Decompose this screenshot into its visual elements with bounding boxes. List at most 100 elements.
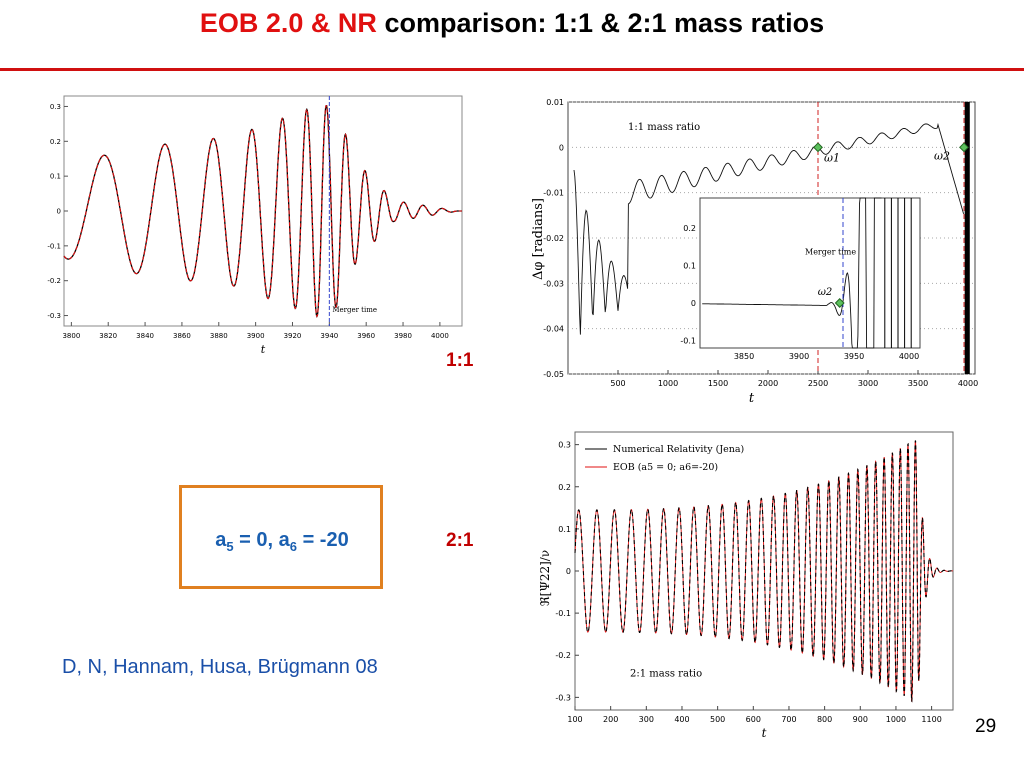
x-tick-label: 4000 [958,379,978,388]
x-axis-label: t [762,726,767,740]
x-tick-label: 3820 [99,332,117,340]
parameter-text: a5 = 0, a6 = -20 [215,529,349,554]
inset-frame [699,197,921,349]
y-tick-label: -0.02 [543,234,564,243]
legend-label-nr: Numerical Relativity (Jena) [613,444,744,455]
inset-x-tick-label: 3850 [734,352,754,361]
inset-curve [702,197,882,349]
y-tick-label: 0 [566,567,571,576]
inset-y-tick-label: -0.1 [680,337,696,346]
x-tick-label: 3920 [284,332,302,340]
x-tick-label: 1000 [658,379,678,388]
y-tick-label: 0 [57,208,61,216]
x-tick-label: 3000 [858,379,878,388]
x-tick-label: 3880 [210,332,228,340]
x-axis-label: t [261,343,266,356]
y-tick-label: 0.3 [50,103,61,111]
plot-frame [63,95,463,327]
omega2-marker [959,142,969,153]
y-tick-label: -0.3 [47,312,61,320]
x-tick-label: 500 [710,715,725,724]
inset-omega2-label: ω2 [818,287,833,298]
x-tick-label: 3860 [173,332,191,340]
title-rule [0,68,1024,71]
phase-11-svg: 0.01 0 -0.01 -0.02 -0.03 -0.04 -0.05 500 1000 150… [531,98,978,406]
x-tick-label: 3800 [62,332,80,340]
x-axis-label: t [749,391,755,406]
y-tick-label: -0.01 [543,189,564,198]
y-tick-label: 0.2 [558,483,571,492]
x-tick-label: 3960 [357,332,375,340]
inset-y-tick-label: 0 [691,299,696,308]
inset-x-tick-label: 3950 [844,352,864,361]
y-tick-label: 0.1 [558,525,571,534]
inset-x-tick-label: 3900 [789,352,809,361]
x-tick-label: 3940 [320,332,338,340]
series-nr-line [574,440,954,703]
x-tick-label: 800 [817,715,832,724]
x-tick-label: 2500 [808,379,828,388]
inset-omega2-marker [834,298,845,308]
x-tick-label: 3840 [136,332,154,340]
waveform-11-chart: 3800 3820 3840 3860 3880 3900 3920 3940 3960 3980… [38,94,468,356]
label-21: 2:1 [446,530,474,551]
x-tick-label: 1100 [921,715,941,724]
y-tick-label: -0.1 [47,242,61,250]
citation: D, N, Hannam, Husa, Brügmann 08 [62,656,378,678]
waveform-21-svg: 100 200 300 400 500 600 700 800 900 1000 1100 0.3 0.… [538,431,954,740]
phase-curve [573,122,965,335]
x-tick-label: 3980 [394,332,412,340]
x-tick-label: 100 [567,715,582,724]
phase-11-chart: 0.01 0 -0.01 -0.02 -0.03 -0.04 -0.05 500 1000 150… [518,94,983,409]
y-tick-label: 0.3 [558,441,571,450]
y-tick-label: -0.05 [543,370,564,379]
title-red-part: EOB 2.0 & NR [199,8,377,38]
waveform-11-svg: 3800 3820 3840 3860 3880 3900 3920 3940 3960 3980… [47,95,463,356]
page-number: 29 [975,716,997,737]
panel-annotation: 1:1 mass ratio [628,122,700,133]
y-tick-label: 0.1 [50,173,61,181]
x-tick-label: 3500 [908,379,928,388]
omega1-label: ω1 [824,151,840,164]
x-tick-label: 300 [639,715,654,724]
y-tick-label: -0.04 [543,325,564,334]
legend-box [581,438,781,474]
x-tick-label: 700 [781,715,796,724]
series-eob-line [63,105,462,318]
y-tick-label: -0.1 [555,609,571,618]
x-tick-label: 2000 [758,379,778,388]
x-tick-label: 1500 [708,379,728,388]
x-tick-label: 1000 [886,715,906,724]
x-tick-label: 4000 [431,332,449,340]
omega2-label: ω2 [934,149,950,162]
x-tick-label: 900 [853,715,868,724]
x-tick-label: 3900 [247,332,265,340]
legend-label-eob: EOB (a5 = 0; a6=-20) [613,462,718,473]
omega1-marker [813,142,823,153]
waveform-21-chart: 100 200 300 400 500 600 700 800 900 1000 1100 0.3 0.… [535,428,960,740]
panel-annotation: 2:1 mass ratio [630,668,702,679]
y-tick-label: -0.2 [47,277,61,285]
inset-merger-label: Merger time [805,247,856,256]
inset-y-tick-label: 0.1 [683,262,696,271]
y-tick-label: -0.2 [555,651,571,660]
x-tick-label: 200 [603,715,618,724]
y-tick-label: 0.2 [50,138,61,146]
y-tick-label: 0 [559,143,564,152]
inset-x-tick-label: 4000 [899,352,919,361]
y-tick-label: -0.3 [555,693,571,702]
x-tick-label: 400 [674,715,689,724]
inset-y-tick-label: 0.2 [683,224,696,233]
parameter-box: a5 = 0, a6 = -20 [179,485,383,589]
y-axis-label: Δφ [radians] [531,198,546,280]
y-axis-label: ℜ[Ψ22]/ν [538,550,552,606]
title-black-part: comparison: 1:1 & 2:1 mass ratios [376,8,825,38]
legend: Numerical Relativity (Jena) EOB (a5 = 0; … [581,438,781,474]
slide-title: EOB 2.0 & NR comparison: 1:1 & 2:1 mass … [0,8,1024,39]
y-tick-label: -0.03 [543,279,564,288]
x-tick-label: 600 [746,715,761,724]
y-tick-label: 0.01 [546,98,564,107]
x-tick-label: 500 [610,379,625,388]
merger-label: Merger time [332,306,377,314]
label-11: 1:1 [446,350,474,371]
